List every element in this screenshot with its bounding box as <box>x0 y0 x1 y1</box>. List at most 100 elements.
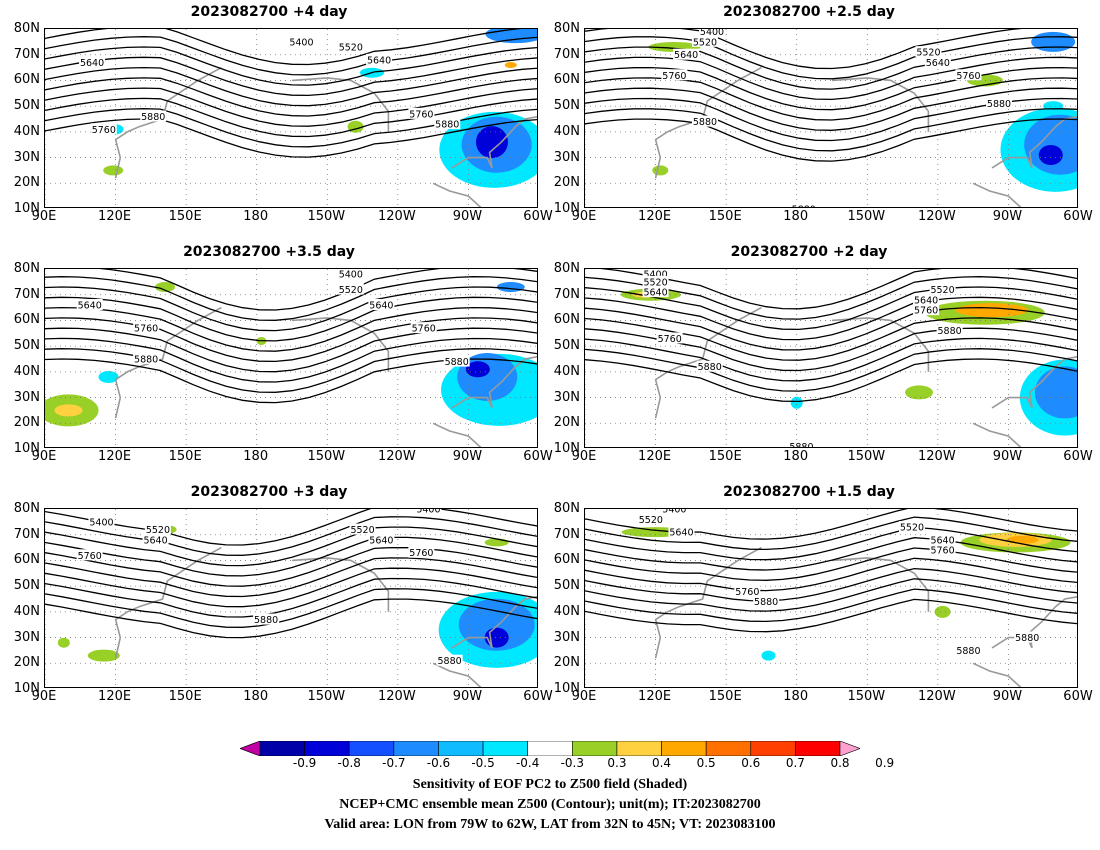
contour-label: 5760 <box>412 324 436 335</box>
contour-label: 5640 <box>369 535 393 546</box>
contour-label-bg <box>349 523 376 535</box>
contour-label: 5400 <box>700 29 724 38</box>
longitude-label: 150E <box>168 449 202 464</box>
z500-contour <box>45 296 537 342</box>
contour-label: 5520 <box>693 37 717 48</box>
contour-label: 5640 <box>914 295 938 306</box>
z500-contour <box>45 46 537 86</box>
sensitivity-shading <box>475 126 508 159</box>
coastline <box>291 77 390 132</box>
colorbar-tick-label: -0.8 <box>337 756 361 770</box>
colorbar-tick-label: -0.4 <box>515 756 540 770</box>
contour-label: 5640 <box>78 301 102 312</box>
contour-label: 5640 <box>674 50 698 61</box>
longitude-label: 120W <box>918 209 956 224</box>
latitude-label: 10N <box>553 441 580 456</box>
contour-label: 5880 <box>435 120 459 131</box>
z500-contour <box>45 557 537 598</box>
contour-label-bg <box>142 533 169 545</box>
sensitivity-shading <box>465 361 490 378</box>
contour-label: 5880 <box>987 99 1011 110</box>
latitude-label: 80N <box>13 261 40 276</box>
z500-contour <box>45 29 522 66</box>
longitude-label: 90E <box>571 209 597 224</box>
contour-label: 5760 <box>409 109 433 120</box>
sensitivity-shading <box>1038 145 1063 165</box>
colorbar-swatch <box>839 741 860 756</box>
z500-contour <box>45 317 537 363</box>
latitude-label: 60N <box>13 312 40 328</box>
z500-contour <box>45 286 537 332</box>
coastline <box>991 355 1077 409</box>
contour-label: 5880 <box>792 205 816 209</box>
z500-contour <box>585 348 1077 392</box>
z500-contour <box>585 29 1022 70</box>
longitude-label: 150W <box>847 209 886 224</box>
latitude-label: 30N <box>553 389 580 405</box>
contour-label-bg <box>637 513 664 525</box>
colorbar-tick-label: 0.9 <box>875 756 895 770</box>
longitude-label: 150W <box>847 449 886 464</box>
z500-contour <box>585 567 1077 602</box>
z500-contour <box>585 317 1077 361</box>
z500-contour <box>45 327 537 373</box>
coastline <box>451 115 537 169</box>
contour-label-bg <box>691 115 718 127</box>
z500-contour <box>45 97 537 138</box>
contour-label: 5880 <box>134 355 158 366</box>
latitude-label: 80N <box>553 261 580 276</box>
longitude-label: 90W <box>452 689 483 704</box>
longitude-label: 150W <box>307 209 346 224</box>
contour-label: 5760 <box>409 548 433 559</box>
latitude-label: 10N <box>13 681 40 696</box>
latitude-label: 20N <box>13 175 40 191</box>
colorbar-tick-label: 0.7 <box>785 756 805 770</box>
z500-contour <box>45 56 537 97</box>
latitude-label: 10N <box>13 441 40 456</box>
latitude-label: 10N <box>13 201 40 216</box>
latitude-label: 40N <box>553 123 580 139</box>
z500-contour <box>585 56 1077 101</box>
contour-label-bg <box>929 283 956 295</box>
colorbar-tick-label: -0.9 <box>292 756 317 770</box>
coastline <box>831 77 930 132</box>
contour-label: 5520 <box>930 285 954 296</box>
caption-shading: Sensitivity of EOF PC2 to Z500 field (Sh… <box>412 777 688 792</box>
contour-label-bg <box>936 324 963 336</box>
contour-label: 5760 <box>956 71 980 82</box>
contour-label: 5880 <box>698 362 722 373</box>
sensitivity-shading <box>1024 114 1077 175</box>
contour-label: 5760 <box>735 587 759 598</box>
longitude-label: 60W <box>523 209 553 224</box>
contour-label: 5400 <box>662 509 686 516</box>
contour-label: 5880 <box>141 112 165 123</box>
panel-title: 2023082700 +4 day <box>190 4 348 20</box>
longitude-label: 90W <box>452 209 483 224</box>
contour-label-bg <box>368 299 395 310</box>
contour-label: 5760 <box>92 125 116 136</box>
map-panel-6: 2023082700 +1.5 day 5400 5520 5640 5520 5640… <box>540 484 1093 719</box>
z500-contour <box>585 598 1077 633</box>
z500-contour <box>45 588 537 628</box>
contour-label: 5520 <box>639 515 663 526</box>
sensitivity-shading <box>98 371 119 383</box>
latitude-label: 80N <box>553 501 580 516</box>
map-area: 5400 5520 5640 5640 5880 5760 5760 5880 <box>44 28 538 208</box>
contour-label-bg <box>415 509 442 514</box>
contour-label: 5880 <box>956 646 980 657</box>
contour-label: 5880 <box>754 597 778 608</box>
contour-label-bg <box>88 515 115 527</box>
colorbar-tick-label: 0.8 <box>830 756 850 770</box>
map-area: 5400 5520 5640 5760 5520 5640 5760 5400 5880 5880 <box>44 508 538 688</box>
contour-label-bg <box>915 46 942 58</box>
longitude-label: 150E <box>168 689 202 704</box>
z500-contour <box>585 118 1077 162</box>
contour-label: 5880 <box>789 442 813 448</box>
z500-contour <box>585 588 1077 623</box>
longitude-label: 150E <box>708 209 742 224</box>
contour-label: 5760 <box>658 334 682 345</box>
colorbar-swatch <box>348 741 395 756</box>
